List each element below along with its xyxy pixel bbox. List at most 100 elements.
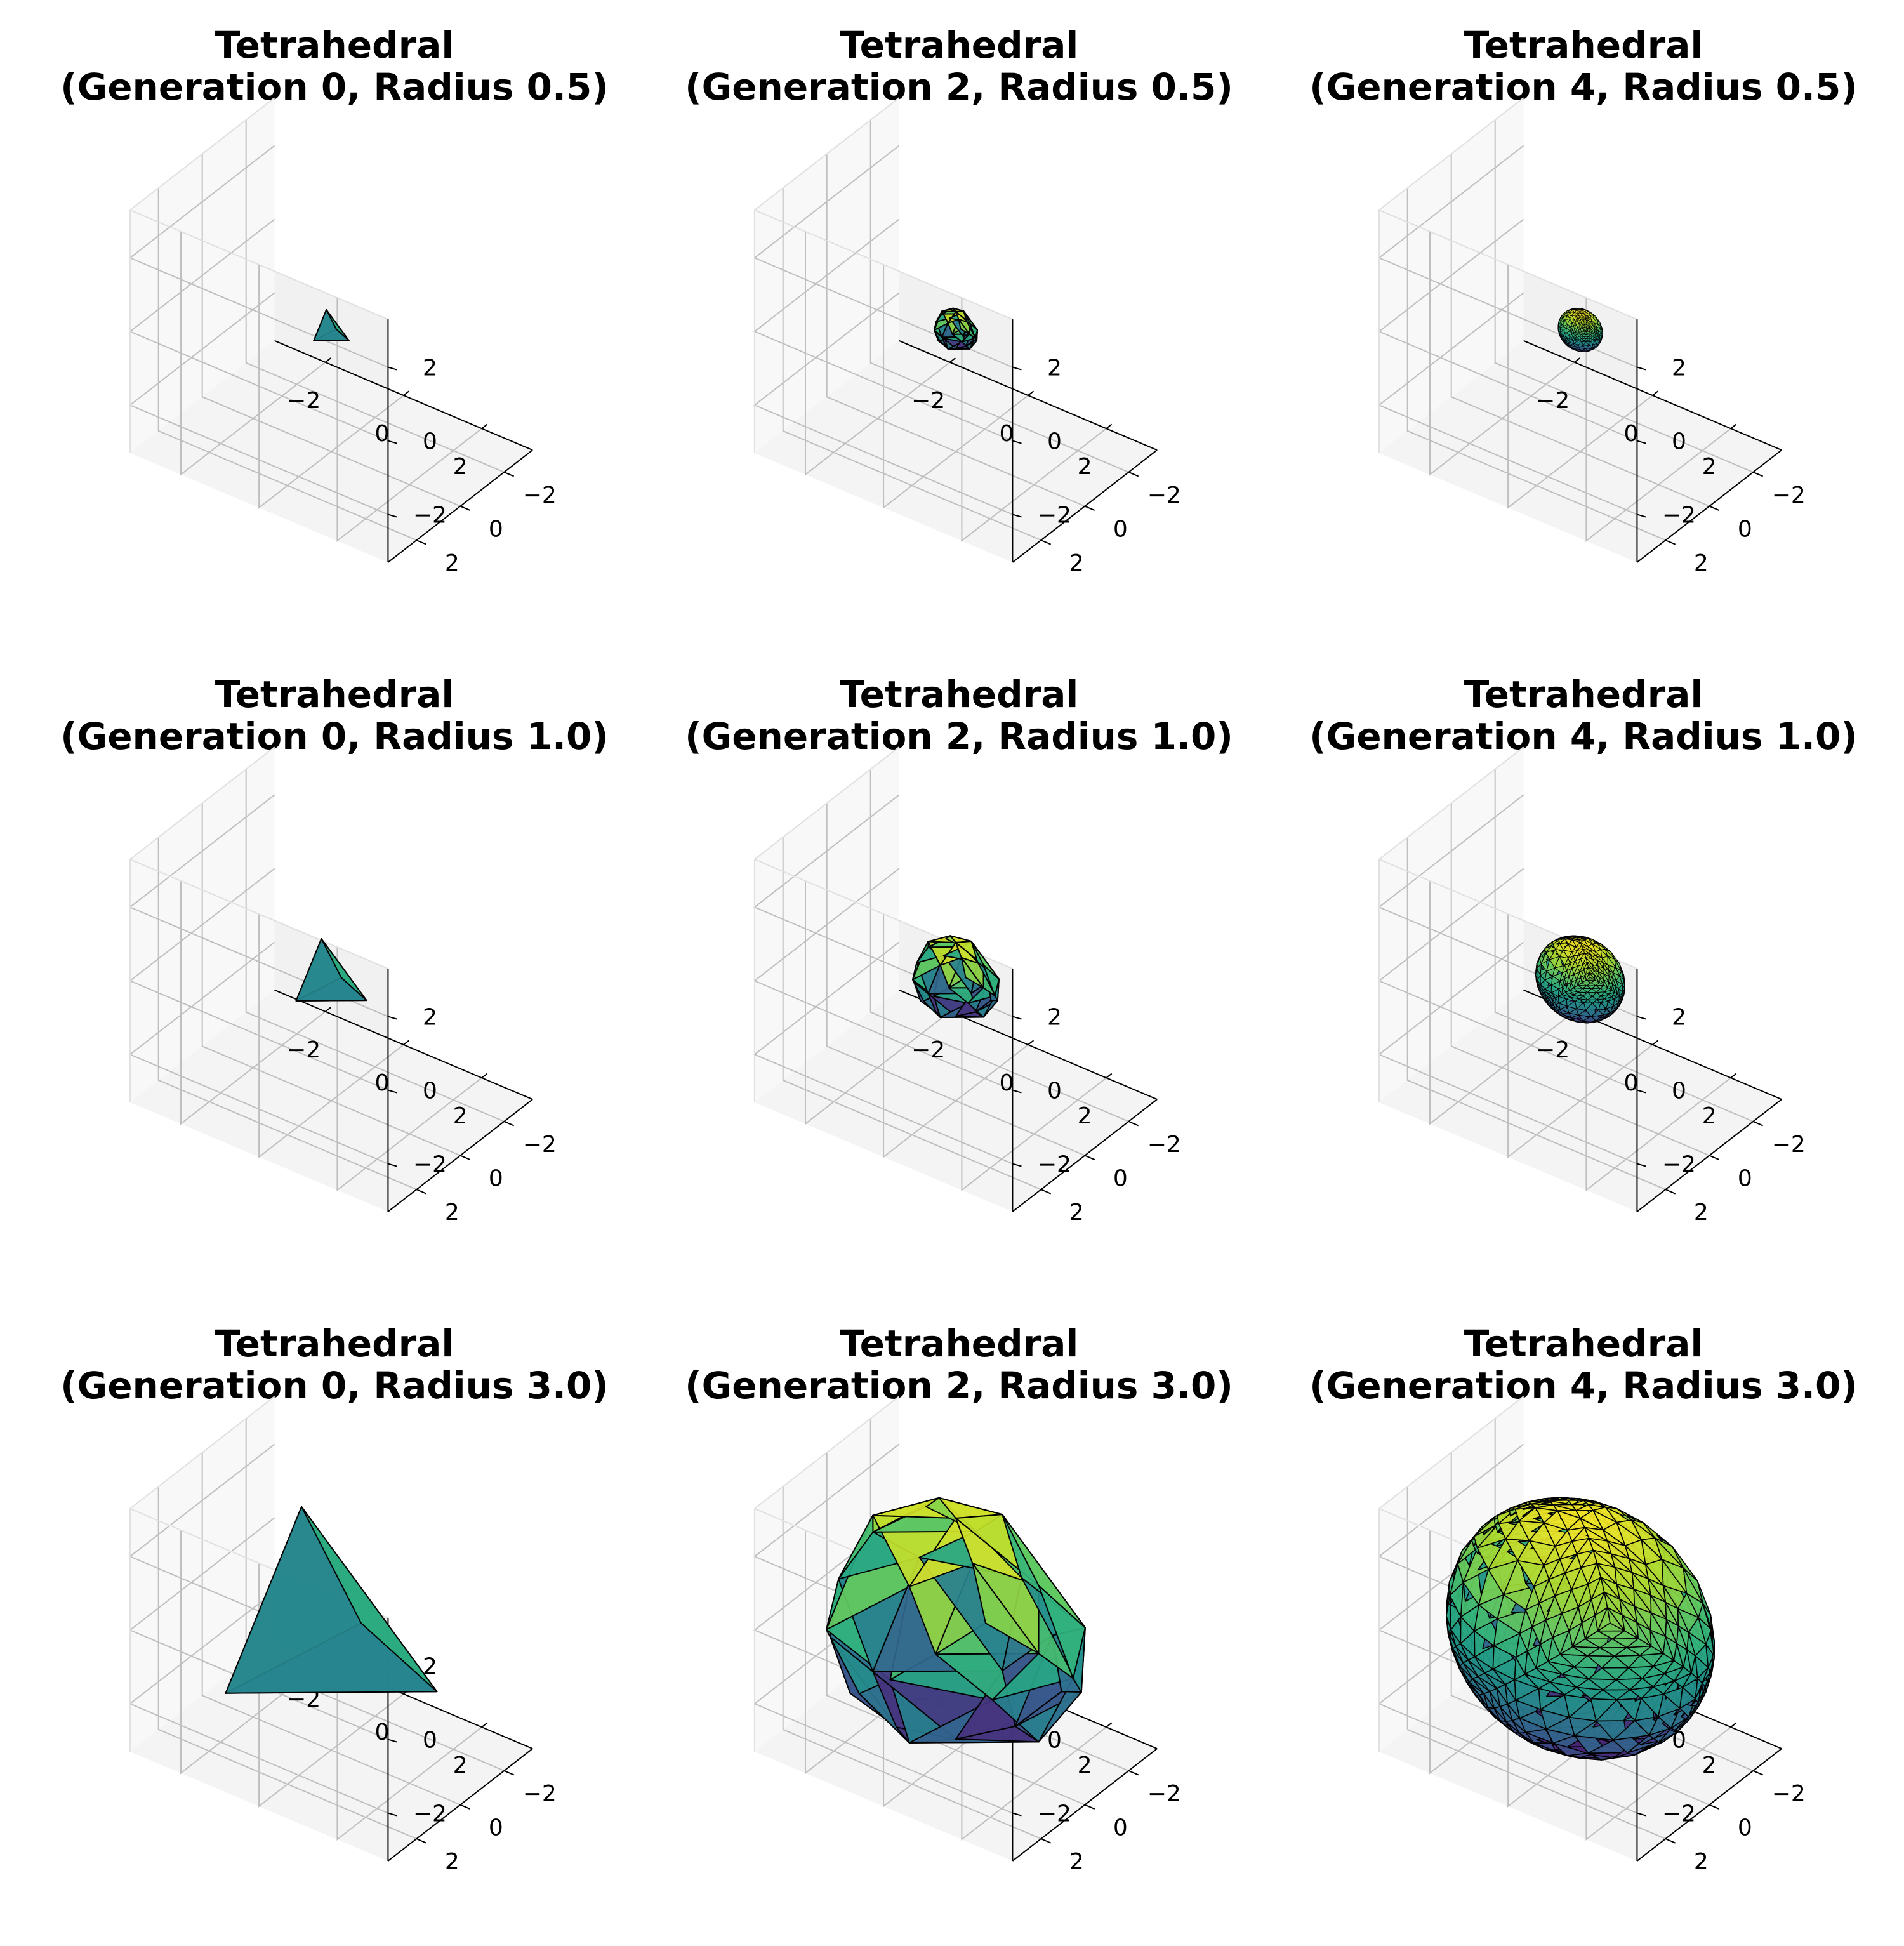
- chart-panel: Tetrahedral(Generation 4, Radius 3.0)−2−…: [1266, 1311, 1901, 1946]
- y-tick-label: −2: [523, 1781, 557, 1807]
- y-tick-label: 2: [445, 550, 459, 576]
- y-tick-label: 0: [1738, 517, 1752, 543]
- z-tick-label: −2: [1038, 1801, 1071, 1827]
- x-tick-label: 2: [1702, 454, 1717, 480]
- z-tick-label: −2: [413, 503, 447, 529]
- x-tick-label: 2: [1078, 454, 1092, 480]
- y-tick: [1665, 1839, 1675, 1843]
- x-tick: [482, 424, 487, 428]
- x-tick: [1731, 1723, 1736, 1727]
- z-tick-label: 2: [423, 355, 437, 381]
- x-tick-label: −2: [287, 1037, 321, 1063]
- y-tick: [460, 506, 470, 511]
- x-tick-label: 0: [374, 1070, 389, 1096]
- y-tick: [416, 1839, 426, 1843]
- y-tick: [460, 1805, 470, 1810]
- x-tick-label: 0: [1623, 1070, 1638, 1096]
- y-tick: [1041, 540, 1050, 545]
- z-tick-label: −2: [1662, 1801, 1696, 1827]
- y-tick: [1753, 1771, 1762, 1775]
- y-tick-label: 2: [445, 1849, 459, 1875]
- y-tick: [1665, 540, 1675, 545]
- x-tick: [404, 1040, 409, 1045]
- y-tick-label: 2: [1694, 550, 1709, 576]
- y-tick: [1085, 1805, 1094, 1810]
- x-tick: [1028, 1040, 1034, 1045]
- x-tick: [1106, 424, 1112, 428]
- y-tick-label: −2: [1772, 482, 1806, 508]
- y-tick-label: 0: [489, 1166, 503, 1192]
- y-tick-label: 2: [1069, 550, 1084, 576]
- x-tick: [1731, 424, 1736, 428]
- x-tick-label: 2: [1702, 1752, 1717, 1778]
- x-tick-label: 0: [999, 1070, 1014, 1096]
- y-tick-label: 0: [1113, 1815, 1128, 1841]
- y-tick-label: −2: [1772, 1132, 1806, 1158]
- x-tick-label: 0: [374, 1719, 389, 1745]
- z-tick: [1012, 1017, 1021, 1019]
- chart-panel: Tetrahedral(Generation 0, Radius 1.0)−2−…: [17, 662, 652, 1297]
- x-tick-label: −2: [911, 388, 945, 414]
- x-tick-label: 2: [453, 1103, 468, 1129]
- x-tick-label: 0: [1623, 421, 1638, 447]
- chart-panel: Tetrahedral(Generation 2, Radius 1.0)−2−…: [642, 662, 1276, 1297]
- y-tick-label: 0: [1738, 1815, 1752, 1841]
- z-tick-label: 2: [423, 1005, 437, 1031]
- x-tick-label: 2: [1078, 1752, 1092, 1778]
- y-tick: [1041, 1839, 1050, 1843]
- y-tick-label: −2: [1147, 1781, 1181, 1807]
- x-tick: [1106, 1723, 1112, 1727]
- chart-panel: Tetrahedral(Generation 0, Radius 3.0)−2−…: [17, 1311, 652, 1946]
- x-tick-label: 0: [999, 421, 1014, 447]
- y-tick: [504, 472, 513, 477]
- chart-panel: Tetrahedral(Generation 4, Radius 1.0)−2−…: [1266, 662, 1901, 1297]
- y-tick: [1041, 1189, 1050, 1194]
- z-tick-label: 2: [1672, 355, 1686, 381]
- x-tick-label: −2: [1536, 388, 1570, 414]
- chart-panel: Tetrahedral(Generation 4, Radius 0.5)−2−…: [1266, 13, 1901, 647]
- y-tick: [1753, 472, 1762, 477]
- z-tick-label: 2: [1672, 1005, 1686, 1031]
- y-tick-label: 0: [489, 1815, 503, 1841]
- x-tick-label: 2: [453, 454, 468, 480]
- chart-panel: Tetrahedral(Generation 2, Radius 0.5)−2−…: [642, 13, 1276, 647]
- z-tick: [1012, 367, 1021, 370]
- z-tick-label: 0: [1047, 1728, 1062, 1754]
- z-tick-label: −2: [413, 1152, 447, 1178]
- x-tick-label: 2: [1078, 1103, 1092, 1129]
- z-tick-label: 0: [1672, 1078, 1686, 1104]
- y-tick: [1753, 1122, 1762, 1126]
- x-tick-label: −2: [287, 388, 321, 414]
- y-tick: [1085, 1156, 1094, 1160]
- y-tick-label: −2: [523, 1132, 557, 1158]
- z-tick-label: 0: [423, 429, 437, 455]
- y-tick-label: 2: [1069, 1849, 1084, 1875]
- x-tick-label: 2: [1702, 1103, 1717, 1129]
- z-tick-label: 0: [1047, 429, 1062, 455]
- z-tick-label: −2: [1038, 503, 1071, 529]
- z-tick-label: −2: [1662, 1152, 1696, 1178]
- x-tick-label: 0: [374, 421, 389, 447]
- x-tick: [1028, 391, 1034, 395]
- y-tick: [1128, 472, 1138, 477]
- x-tick: [482, 1073, 487, 1078]
- y-tick-label: −2: [1772, 1781, 1806, 1807]
- x-tick: [482, 1723, 487, 1727]
- y-tick: [1128, 1122, 1138, 1126]
- y-tick: [1709, 1805, 1719, 1810]
- chart-panel: Tetrahedral(Generation 2, Radius 3.0)−2−…: [642, 1311, 1276, 1946]
- z-tick-label: −2: [413, 1801, 447, 1827]
- z-tick: [388, 1017, 397, 1019]
- y-tick-label: 0: [489, 517, 503, 543]
- y-tick-label: 2: [1694, 1849, 1709, 1875]
- y-tick-label: 0: [1113, 517, 1128, 543]
- y-tick-label: 2: [1694, 1200, 1709, 1226]
- y-tick-label: 0: [1113, 1166, 1128, 1192]
